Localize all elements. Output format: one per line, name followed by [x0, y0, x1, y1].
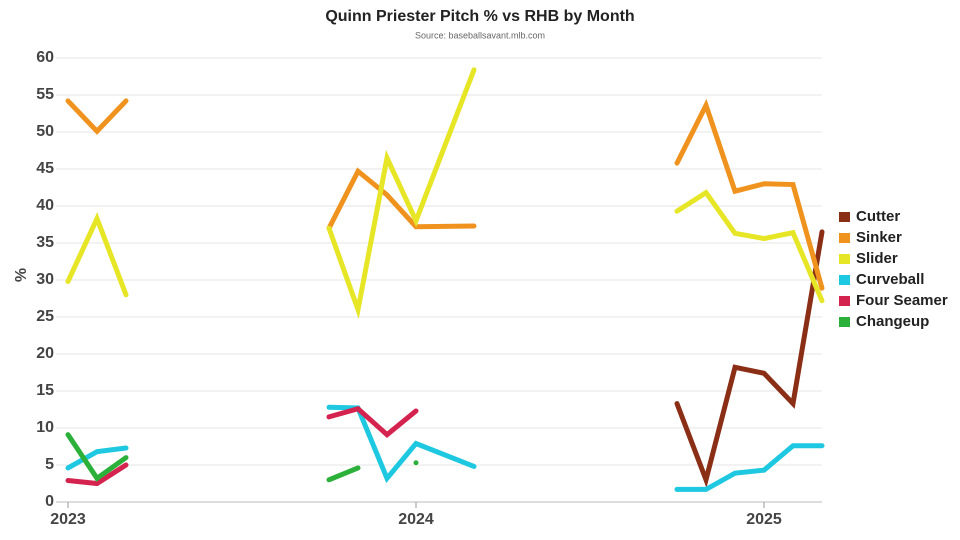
- y-tick-label: 35: [36, 234, 54, 251]
- legend-swatch: [839, 254, 850, 264]
- legend-label: Slider: [856, 250, 898, 267]
- series-line: [674, 229, 825, 489]
- y-tick-label: 45: [36, 160, 54, 177]
- legend-swatch: [839, 212, 850, 222]
- y-tick-label: 0: [45, 493, 54, 510]
- y-tick-label: 30: [36, 271, 54, 288]
- legend-swatch: [839, 233, 850, 243]
- y-tick-label: 5: [45, 456, 54, 473]
- y-tick-label: 50: [36, 123, 54, 140]
- x-tick-label: 2023: [50, 511, 86, 528]
- legend-label: Four Seamer: [856, 292, 948, 309]
- y-tick-label: 20: [36, 345, 54, 362]
- y-tick-label: 60: [36, 49, 54, 66]
- legend-swatch: [839, 296, 850, 306]
- legend-label: Changeup: [856, 313, 929, 330]
- x-tick-label: 2025: [746, 511, 782, 528]
- legend-swatch: [839, 317, 850, 327]
- series-line: [65, 98, 825, 291]
- chart-title: Quinn Priester Pitch % vs RHB by Month: [325, 8, 634, 25]
- chart-subtitle: Source: baseballsavant.mlb.com: [415, 30, 545, 40]
- x-tick-label: 2024: [398, 511, 434, 528]
- legend-label: Curveball: [856, 271, 924, 288]
- legend-swatch: [839, 275, 850, 285]
- series-line: [65, 432, 419, 483]
- y-axis-label: %: [13, 268, 30, 282]
- legend-label: Cutter: [856, 208, 900, 225]
- legend-label: Sinker: [856, 229, 902, 246]
- y-tick-label: 25: [36, 308, 54, 325]
- series-line: [65, 404, 825, 492]
- series-line: [65, 405, 419, 487]
- y-tick-label: 40: [36, 197, 54, 214]
- series-line: [65, 67, 825, 320]
- y-tick-label: 15: [36, 382, 54, 399]
- y-tick-label: 10: [36, 419, 54, 436]
- y-tick-label: 55: [36, 86, 54, 103]
